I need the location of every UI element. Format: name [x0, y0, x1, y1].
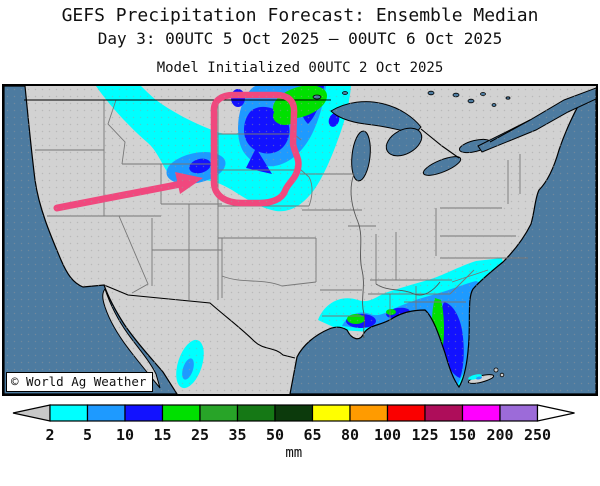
- lake-michigan: [351, 130, 371, 182]
- highlight-circle-annotation: [210, 91, 302, 207]
- highlight-arrow-shaft: [53, 179, 190, 212]
- colorbar-tick-label: 65: [303, 426, 321, 444]
- canada-small-lakes: [312, 90, 511, 107]
- us-precipitation-map: © World Ag Weather: [2, 84, 598, 396]
- watermark: © World Ag Weather: [6, 372, 154, 392]
- colorbar-segment: [236, 404, 276, 422]
- colorbar-tick-label: 35: [228, 426, 246, 444]
- lake-erie: [422, 156, 462, 176]
- precipitation-colorbar: 2 5 10 15 25 35 50 65 80 100 125 150 200 250 mm: [0, 399, 600, 469]
- colorbar-segment: [461, 404, 501, 422]
- pacific-ocean: [3, 85, 179, 395]
- highlight-arrow-head: [175, 172, 203, 194]
- colorbar-segment: [349, 404, 389, 422]
- annotation-layer: [53, 91, 302, 212]
- colorbar-tick-label: 200: [486, 426, 513, 444]
- colorbar-unit-label: mm: [285, 445, 302, 461]
- colorbar-segment: [86, 404, 126, 422]
- lake-huron: [385, 127, 423, 157]
- model-init-line: Model Initialized 00UTC 2 Oct 2025: [156, 60, 444, 76]
- country-borders: [24, 99, 531, 359]
- map-canvas: [3, 85, 597, 395]
- mexico-border: [103, 284, 296, 359]
- colorbar-tick-label: 250: [524, 426, 551, 444]
- colorbar-segment: [499, 404, 539, 422]
- colorbar-tick-label: 25: [191, 426, 209, 444]
- colorbar-segment: [124, 404, 164, 422]
- colorbar-right-arrow: [536, 404, 575, 422]
- colorbar-tick-label: 5: [83, 426, 92, 444]
- colorbar-segment: [49, 404, 89, 422]
- colorbar-segment: [274, 404, 314, 422]
- colorbar-segment: [161, 404, 201, 422]
- precip-darkblue-tip: [246, 148, 272, 174]
- page-title: GEFS Precipitation Forecast: Ensemble Me…: [61, 5, 539, 26]
- colorbar-segment: [424, 404, 464, 422]
- valid-period-subtitle: Day 3: 00UTC 5 Oct 2025 — 00UTC 6 Oct 20…: [97, 29, 503, 48]
- colorbar-left-arrow: [12, 404, 51, 422]
- colorbar-segment: [386, 404, 426, 422]
- atlantic-gulf-ocean: [289, 86, 597, 395]
- state-borders: [35, 99, 528, 339]
- colorbar-tick-label: 100: [374, 426, 401, 444]
- precip-green-alabama: [386, 309, 396, 315]
- precip-blue-mexico: [182, 358, 194, 380]
- colorbar-tick-label: 15: [153, 426, 171, 444]
- colorbar-segment: [199, 404, 239, 422]
- precip-cyan-cuba: [468, 374, 482, 380]
- colorbar-tick-label: 2: [45, 426, 54, 444]
- precip-darkblue-spot3: [189, 158, 211, 174]
- bahamas-speck2: [499, 372, 505, 378]
- colorbar-tick-label: 80: [341, 426, 359, 444]
- colorbar-tick-label: 50: [266, 426, 284, 444]
- colorbar-segment: [311, 404, 351, 422]
- islands-layer: [467, 367, 505, 384]
- precip-green-louisiana: [347, 314, 365, 324]
- precip-darkblue-spot2: [328, 113, 340, 127]
- colorbar-tick-label: 150: [449, 426, 476, 444]
- precip-blue-cuba: [476, 376, 482, 380]
- colorbar-tick-label: 125: [411, 426, 438, 444]
- colorbar-tick-label: 10: [116, 426, 134, 444]
- canada-border-east: [420, 119, 531, 159]
- bahamas-speck1: [493, 367, 499, 373]
